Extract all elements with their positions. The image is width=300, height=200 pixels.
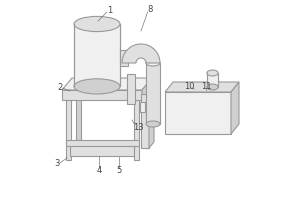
Text: 8: 8 (147, 5, 153, 15)
Polygon shape (62, 78, 152, 90)
Polygon shape (146, 63, 160, 124)
Polygon shape (74, 24, 120, 86)
Polygon shape (62, 90, 142, 100)
Polygon shape (66, 100, 71, 160)
Polygon shape (231, 82, 239, 134)
Text: 13: 13 (133, 122, 143, 132)
Ellipse shape (74, 16, 120, 32)
Polygon shape (142, 78, 152, 100)
Polygon shape (70, 146, 134, 156)
Polygon shape (141, 94, 149, 148)
Text: 2: 2 (57, 83, 62, 92)
Ellipse shape (74, 79, 120, 94)
Polygon shape (76, 88, 81, 148)
Ellipse shape (146, 121, 160, 127)
Text: 3: 3 (54, 160, 60, 168)
Polygon shape (120, 50, 128, 66)
Polygon shape (165, 82, 239, 92)
Text: 4: 4 (96, 166, 102, 175)
Polygon shape (165, 92, 231, 134)
Text: 1: 1 (107, 6, 112, 15)
Polygon shape (207, 73, 218, 87)
Polygon shape (140, 102, 145, 112)
Ellipse shape (146, 60, 160, 66)
Polygon shape (122, 44, 160, 63)
Polygon shape (134, 100, 139, 160)
Text: 11: 11 (201, 82, 211, 90)
Polygon shape (144, 88, 149, 148)
Text: 5: 5 (116, 166, 122, 175)
Ellipse shape (207, 84, 218, 90)
Polygon shape (66, 140, 139, 146)
Text: 10: 10 (184, 82, 194, 90)
Polygon shape (149, 88, 154, 148)
Polygon shape (127, 74, 135, 104)
Ellipse shape (207, 70, 218, 76)
